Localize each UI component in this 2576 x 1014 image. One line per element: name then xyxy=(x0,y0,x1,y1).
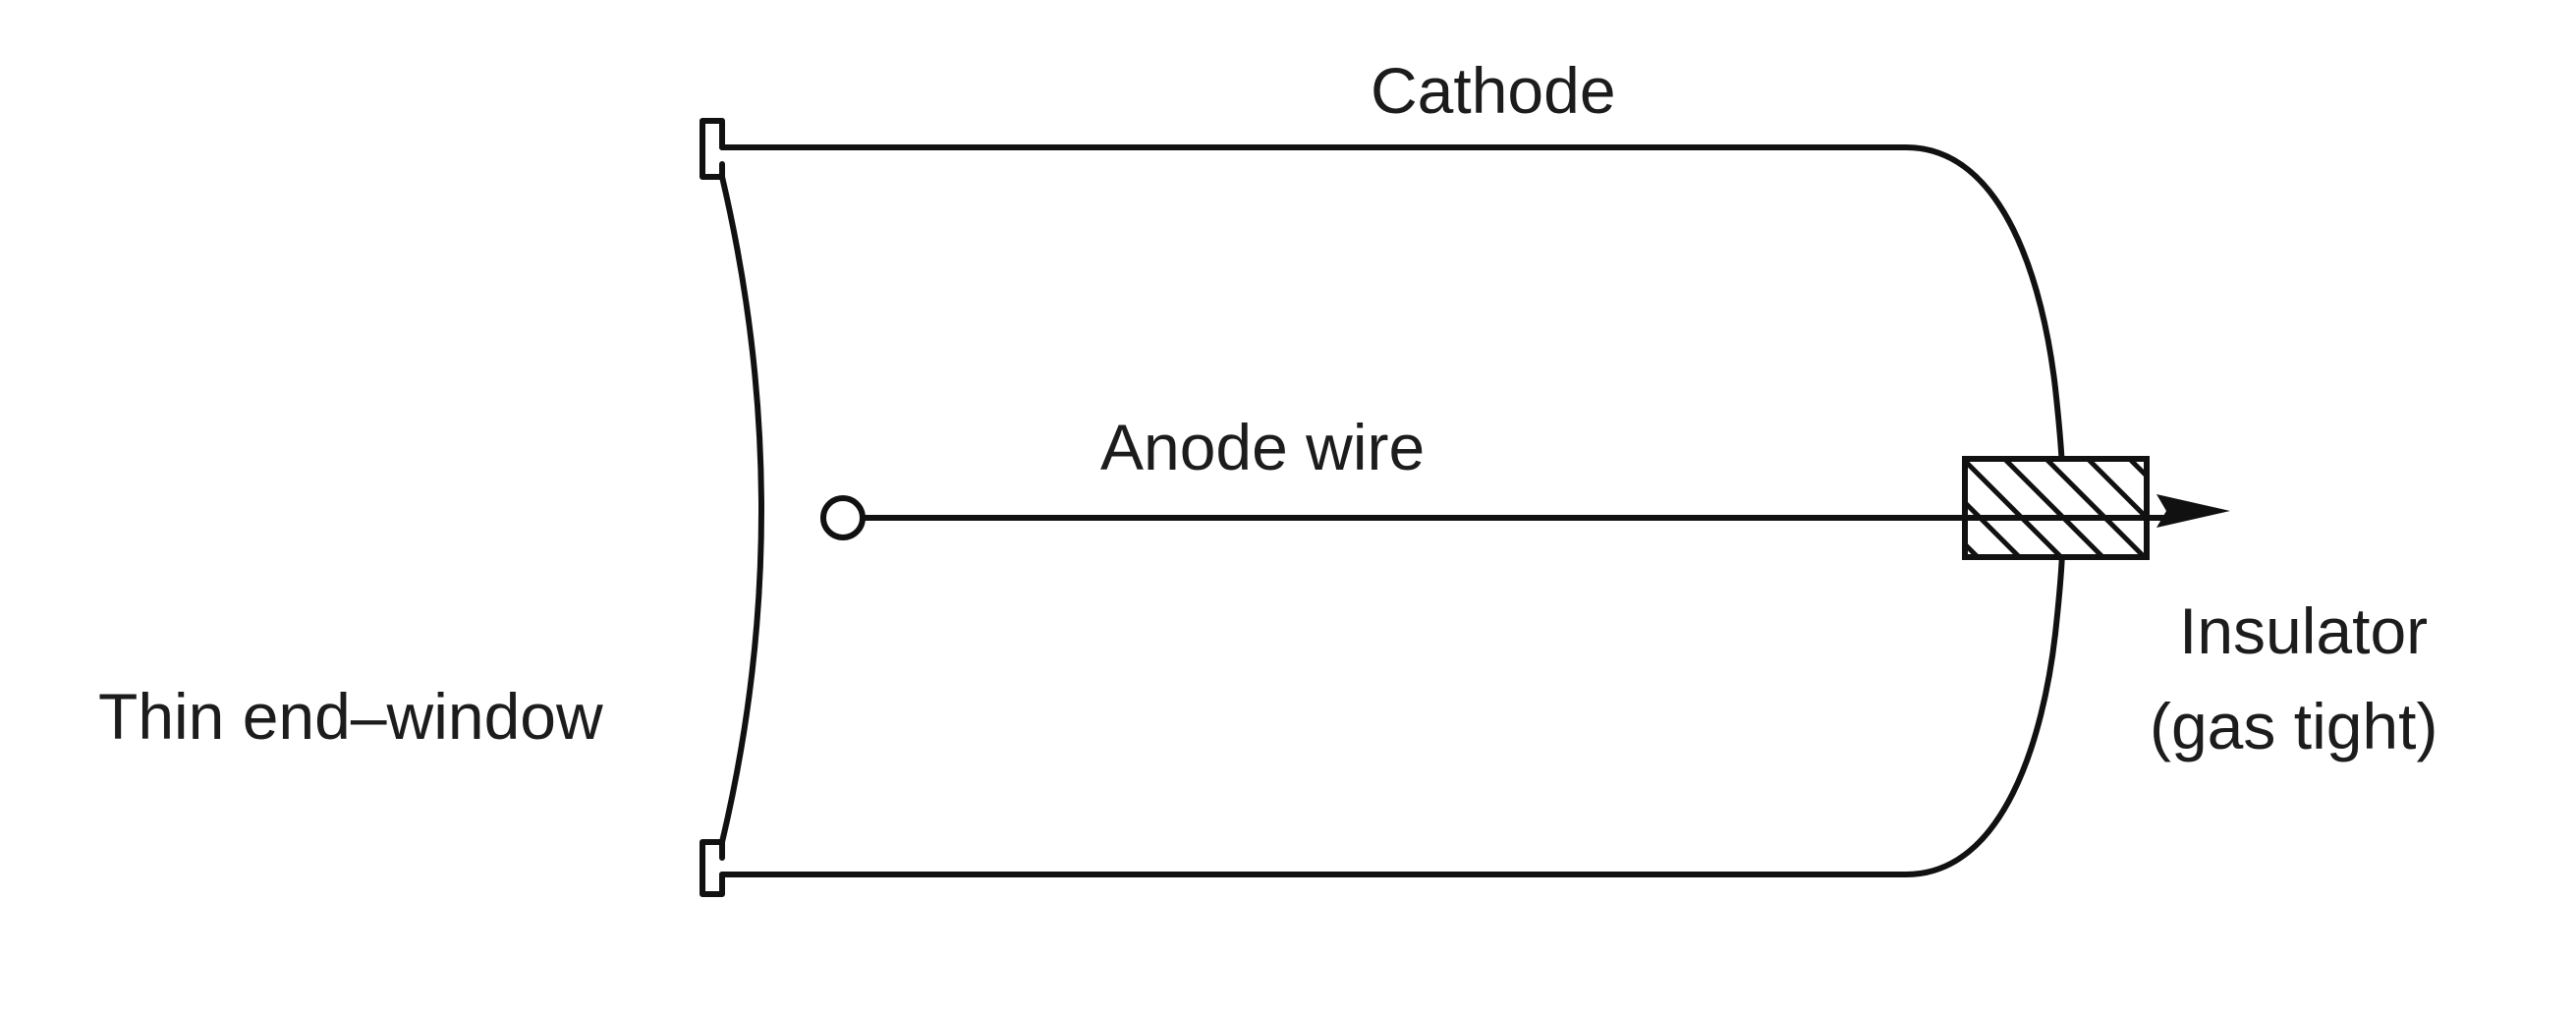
cathode-tube xyxy=(719,144,2066,877)
cathode-top-wall xyxy=(719,144,2058,391)
insulator-sublabel: (gas tight) xyxy=(2150,690,2437,762)
insulator-plug xyxy=(1962,456,2150,560)
bottom-flange xyxy=(700,839,725,897)
top-flange xyxy=(700,118,725,180)
window-label: Thin end–window xyxy=(98,680,603,753)
anode-arrow-head xyxy=(2156,494,2230,528)
thin-end-window xyxy=(700,118,764,897)
anode-wire-label: Anode wire xyxy=(1100,411,1425,483)
anode-wire xyxy=(820,494,2230,540)
window-membrane xyxy=(719,174,764,845)
cathode-bottom-wall xyxy=(719,631,2058,877)
anode-wire-end xyxy=(820,495,866,540)
cathode-label: Cathode xyxy=(1371,54,1616,127)
insulator-label: Insulator xyxy=(2179,594,2428,667)
